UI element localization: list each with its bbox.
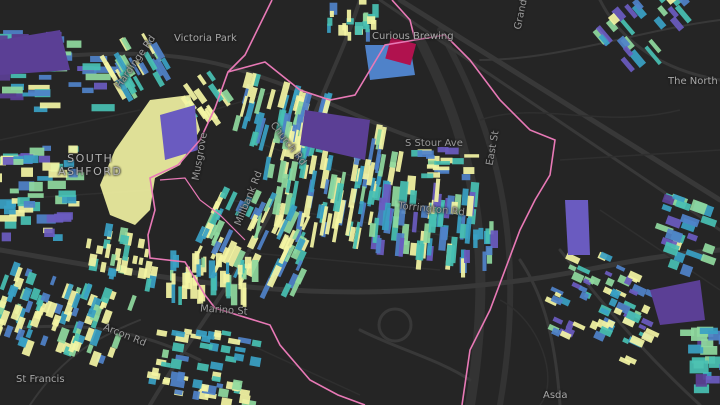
street-label-s-stour-ave[interactable]: S Stour Ave xyxy=(405,138,463,149)
place-label-the-north[interactable]: The North xyxy=(668,76,718,87)
area-label-line-2: ASHFORD xyxy=(58,165,123,178)
area-label-line-1: SOUTH xyxy=(67,152,114,165)
place-label-victoria-park[interactable]: Victoria Park xyxy=(174,33,237,44)
place-label-curious-brewing[interactable]: Curious Brewing xyxy=(372,31,454,42)
place-label-asda[interactable]: Asda xyxy=(543,390,568,401)
place-label-st-francis[interactable]: St Francis xyxy=(16,374,65,385)
area-label-south-ashford: SOUTH ASHFORD xyxy=(58,152,122,178)
